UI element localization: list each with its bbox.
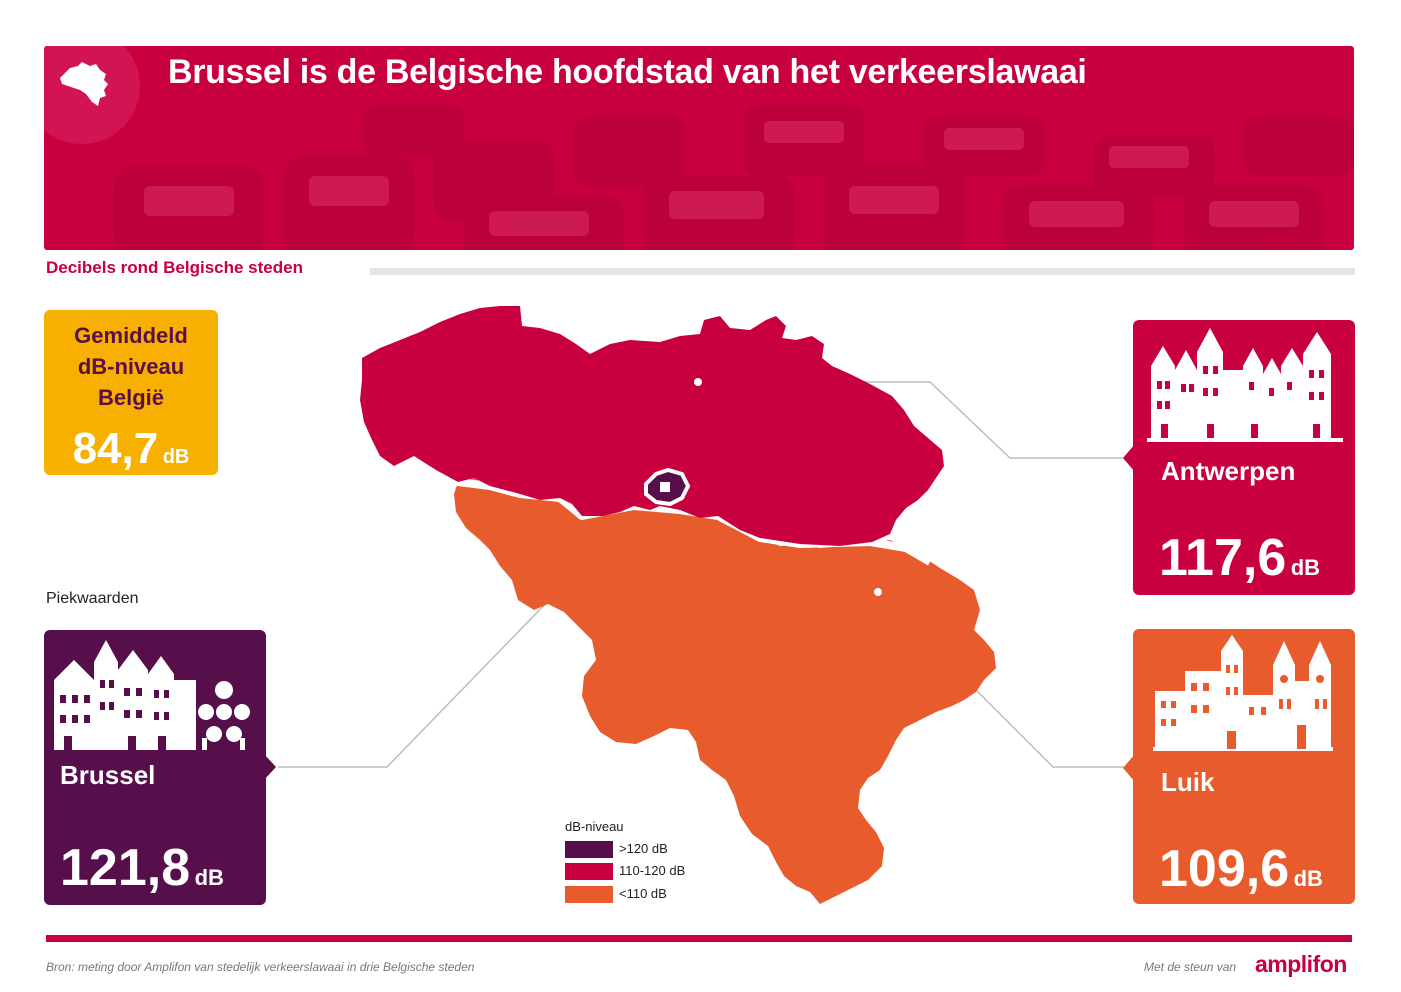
amplifon-logo: amplifon xyxy=(1255,951,1347,977)
brussel-card-pointer xyxy=(264,754,276,780)
legend-item-high: >120 dB xyxy=(565,841,668,859)
legend-swatch xyxy=(565,863,613,881)
footer-divider xyxy=(46,935,1352,942)
city-db-value: 117,6 dB xyxy=(1159,529,1321,587)
source-note: Bron: meting door Amplifon van stedelijk… xyxy=(46,960,475,974)
city-name: Luik xyxy=(1161,767,1215,797)
header-banner xyxy=(44,46,1354,250)
city-name: Antwerpen xyxy=(1161,456,1296,486)
liege-dot xyxy=(874,588,882,596)
legend-swatch xyxy=(565,886,613,904)
antwerp-dot xyxy=(694,378,702,386)
map-region-south xyxy=(454,478,996,904)
city-card-luik: Luik 109,6 dB xyxy=(1133,629,1355,904)
legend-swatch xyxy=(565,841,613,859)
antwerpen-card-pointer xyxy=(1123,444,1135,472)
luik-card-pointer xyxy=(1123,754,1135,782)
city-name: Brussel xyxy=(60,760,156,790)
page-title: Brussel is de Belgische hoofdstad van he… xyxy=(168,53,1087,91)
brussels-skyline-icon xyxy=(54,640,250,750)
average-label: Gemiddeld dB-niveau België xyxy=(74,323,188,410)
map-region-north xyxy=(360,306,944,546)
city-db-value: 121,8 dB xyxy=(60,839,224,897)
brussels-marker xyxy=(660,482,670,492)
belgium-map-icon xyxy=(60,62,108,106)
liege-skyline-icon xyxy=(1153,635,1333,751)
average-db-card: Gemiddeld dB-niveau België 84,7 dB xyxy=(44,310,218,475)
city-card-antwerpen: Antwerpen 117,6 dB xyxy=(1133,320,1355,595)
traffic-photo xyxy=(44,46,1354,250)
legend-item-mid: 110-120 dB xyxy=(565,863,685,881)
section-subtitle: Decibels rond Belgische steden xyxy=(46,258,303,277)
antwerp-skyline-icon xyxy=(1147,328,1343,442)
peak-values-label: Piekwaarden xyxy=(46,590,139,607)
legend-item-low: <110 dB xyxy=(565,886,667,904)
legend-title: dB-niveau xyxy=(565,819,624,834)
city-db-value: 109,6 dB xyxy=(1159,840,1323,898)
subtitle-divider xyxy=(370,268,1355,275)
average-value: 84,7 dB xyxy=(72,424,190,473)
support-note: Met de steun van xyxy=(1144,960,1237,974)
city-card-brussel: Brussel 121,8 dB xyxy=(44,630,266,905)
